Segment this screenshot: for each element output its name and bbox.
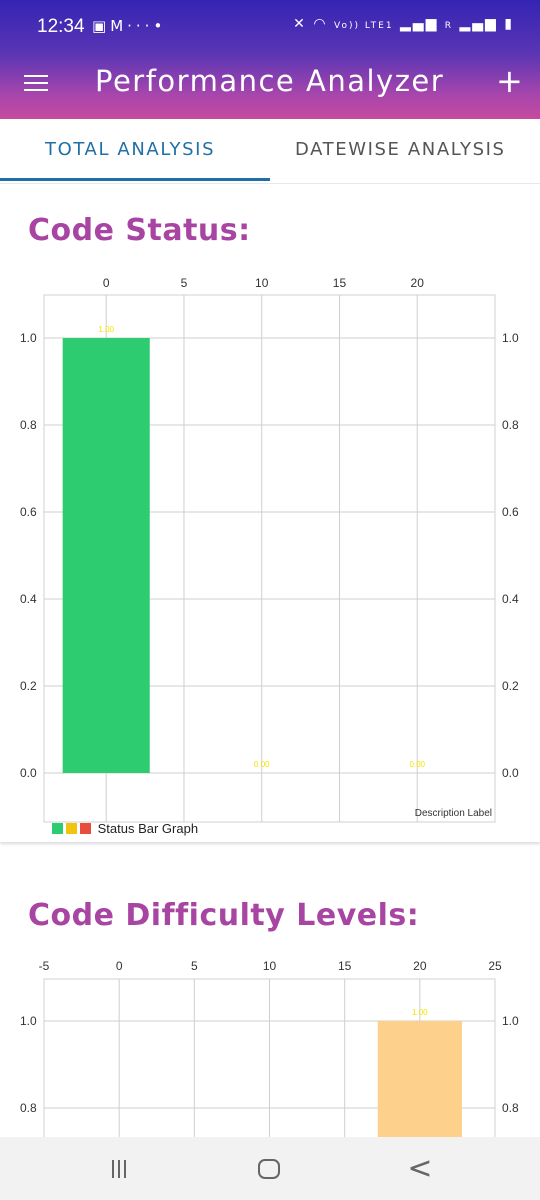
y-tick-label-left: 1.0 (20, 331, 37, 345)
more-icon: ··· (127, 17, 154, 35)
app-bar: 12:34 ▣M···• ✕ ◠ Vo)) LTE1 ▂▄▆ R ▂▄▆ ▮ P… (0, 0, 540, 119)
tab-total-analysis[interactable]: TOTAL ANALYSIS (45, 139, 216, 160)
tab-indicator (0, 178, 270, 181)
chart-bar (377, 1021, 462, 1138)
status-time: 12:34 (37, 16, 85, 37)
y-tick-label-right: 0.2 (502, 679, 519, 693)
recent-apps-icon[interactable] (99, 1151, 139, 1187)
tab-bar: TOTAL ANALYSIS DATEWISE ANALYSIS (0, 119, 540, 184)
code-status-title: Code Status: (28, 213, 251, 248)
y-tick-label-right: 0.6 (502, 505, 519, 519)
bar-value-label: 1.00 (98, 325, 114, 334)
y-tick-label-right: 0.4 (502, 592, 519, 606)
battery-icon: ▮ (504, 16, 514, 32)
code-difficulty-title: Code Difficulty Levels: (28, 898, 420, 933)
y-tick-label-left: 0.8 (20, 1101, 37, 1115)
x-tick-label: 0 (103, 276, 110, 290)
x-tick-label: 15 (333, 276, 347, 290)
chart-description-label: Description Label (415, 808, 492, 819)
plus-icon[interactable]: + (496, 62, 523, 100)
y-tick-label-right: 1.0 (502, 331, 519, 345)
y-tick-label-left: 0.4 (20, 592, 37, 606)
home-icon[interactable] (249, 1151, 289, 1187)
y-tick-label-left: 0.8 (20, 418, 37, 432)
back-icon[interactable]: < (407, 1151, 433, 1186)
legend-label: Status Bar Graph (97, 821, 199, 836)
chart-frame (43, 294, 496, 823)
y-tick-label-right: 1.0 (502, 1014, 519, 1028)
bar-value-label: 0.00 (254, 760, 270, 769)
bar-value-label: 0.00 (409, 760, 425, 769)
x-tick-label: 20 (413, 959, 427, 973)
x-tick-label: -5 (39, 959, 50, 973)
code-difficulty-chart: -5 0 5 10 15 20 25 0.8 1.0 0.8 1.0 1.00 (20, 959, 519, 1138)
gallery-icon: ▣ (92, 17, 111, 35)
mute-icon: ✕ (293, 16, 307, 32)
page-title: Performance Analyzer (95, 64, 445, 98)
roaming-label: R (444, 21, 454, 31)
y-tick-label-left: 0.6 (20, 505, 37, 519)
status-bar: 12:34 ▣M···• ✕ ◠ Vo)) LTE1 ▂▄▆ R ▂▄▆ ▮ (0, 0, 540, 56)
y-tick-label-right: 0.8 (502, 1101, 519, 1115)
x-tick-label: 20 (411, 276, 425, 290)
y-tick-label-left: 0.2 (20, 679, 37, 693)
chart-bar (62, 338, 150, 773)
code-status-chart: 0 5 10 15 20 0.0 0.2 0.4 0.6 0.8 1.0 0.0 0.2 0.4 0.6 0.… (20, 276, 519, 823)
y-tick-label-left: 1.0 (20, 1014, 37, 1028)
dot-icon: • (153, 17, 167, 35)
signal-icon: ▂▄▆ (459, 16, 498, 32)
chart-legend: Status Bar Graph (52, 821, 198, 836)
x-tick-label: 10 (255, 276, 269, 290)
signal-icon: ▂▄▆ (400, 16, 439, 32)
legend-swatch-yellow (66, 823, 77, 834)
x-tick-label: 25 (488, 959, 502, 973)
legend-swatch-red (80, 823, 91, 834)
x-tick-label: 10 (263, 959, 277, 973)
code-difficulty-card: Code Difficulty Levels: -5 0 5 10 15 20 25 0.8 1… (0, 886, 540, 1138)
bar-value-label: 1.00 (412, 1008, 428, 1017)
gmail-icon: M (110, 17, 128, 35)
y-tick-label-left: 0.0 (20, 766, 37, 780)
x-tick-label: 0 (116, 959, 123, 973)
status-right-icons: ✕ ◠ Vo)) LTE1 ▂▄▆ R ▂▄▆ ▮ (293, 16, 514, 32)
volte-icon: Vo)) LTE1 (334, 21, 394, 31)
x-tick-label: 5 (181, 276, 188, 290)
status-left-icons: ▣M···• (92, 17, 166, 35)
y-tick-label-right: 0.8 (502, 418, 519, 432)
code-status-card: Code Status: 0 5 10 15 20 0.0 0.2 0.4 0.6 0.8 1.0 0… (0, 185, 540, 842)
legend-swatch-green (52, 823, 63, 834)
hamburger-menu-icon[interactable] (24, 70, 48, 94)
y-tick-label-right: 0.0 (502, 766, 519, 780)
wifi-icon: ◠ (313, 16, 328, 32)
system-nav-bar: < (0, 1137, 540, 1200)
x-tick-label: 15 (338, 959, 352, 973)
x-tick-label: 5 (191, 959, 198, 973)
tab-datewise-analysis[interactable]: DATEWISE ANALYSIS (295, 139, 506, 160)
